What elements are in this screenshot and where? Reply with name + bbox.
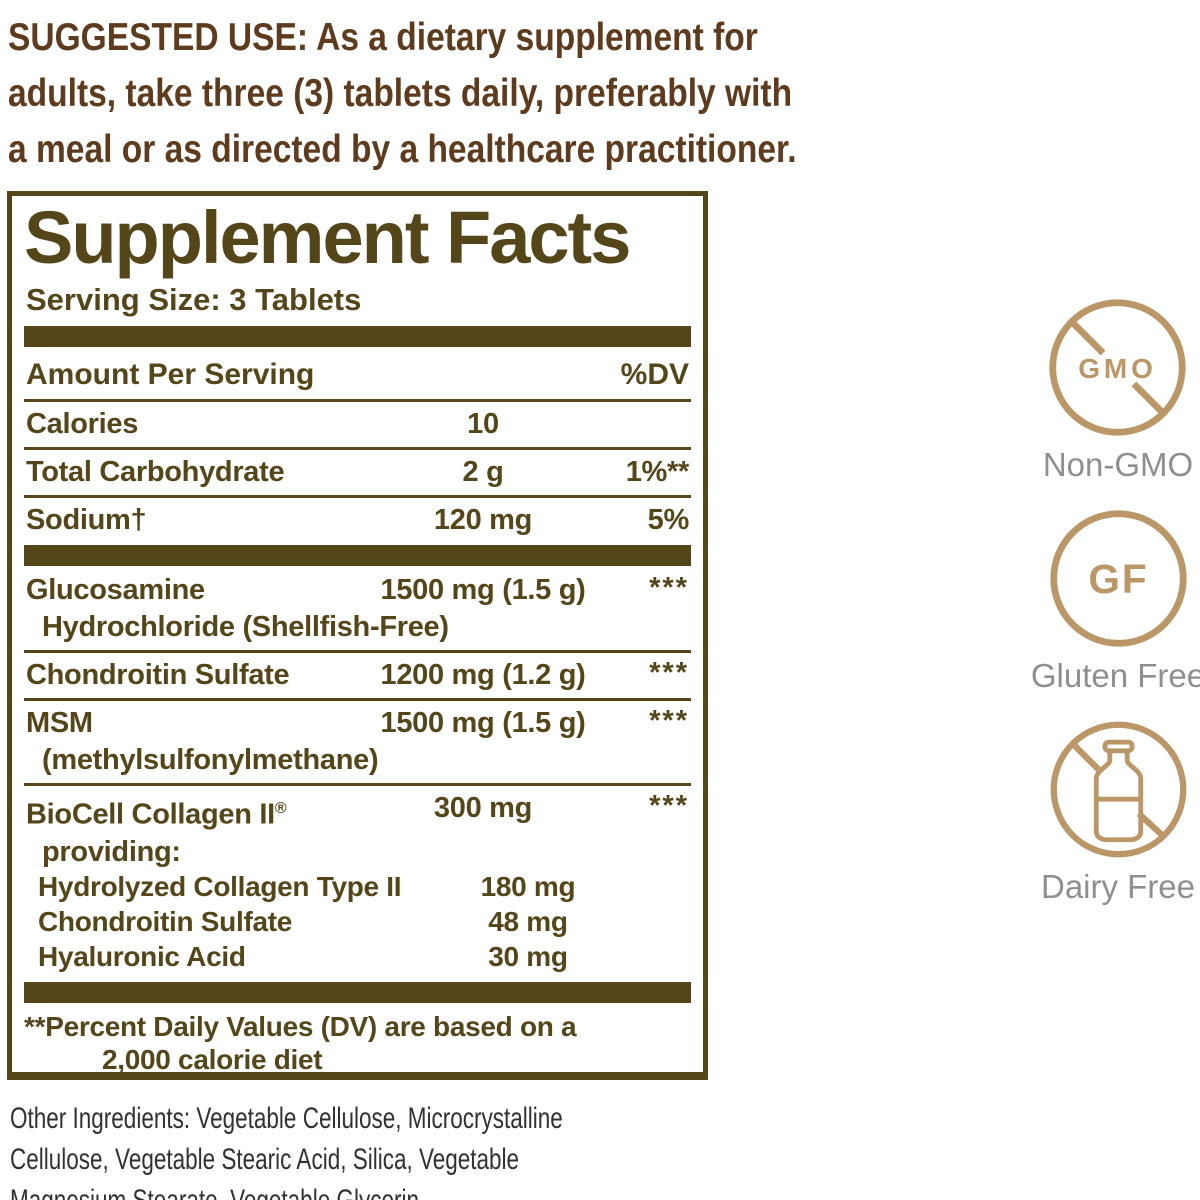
ingredient-dv: *** bbox=[649, 790, 689, 822]
footnotes: **Percent Daily Values (DV) are based on… bbox=[24, 1010, 691, 1080]
separator-line bbox=[24, 698, 691, 701]
table-row-glucosamine: Glucosamine 1500 mg (1.5 g) *** Hydrochl… bbox=[24, 568, 691, 650]
badge-non-gmo: GMO Non-GMO bbox=[1043, 295, 1193, 484]
separator-bar bbox=[24, 545, 691, 566]
gf-circle-text: GF bbox=[1088, 556, 1148, 602]
other-ingredients-line: Magnesium Stearate, Vegetable Glycerin. bbox=[10, 1180, 685, 1200]
footnote-line: ***Daily Value (DV) not established bbox=[24, 1076, 691, 1080]
footnote-line: 2,000 calorie diet bbox=[102, 1043, 323, 1075]
amount-per-serving-header: Amount Per Serving bbox=[26, 358, 315, 391]
sub-ingredient-row: Chondroitin Sulfate 48 mg bbox=[26, 905, 689, 939]
ingredient-dv: *** bbox=[649, 657, 689, 689]
separator-line bbox=[24, 650, 691, 653]
separator-line bbox=[24, 783, 691, 786]
separator-line bbox=[24, 495, 691, 498]
ingredient-amount: 2 g bbox=[462, 456, 504, 488]
percent-dv-header: %DV bbox=[620, 358, 689, 391]
table-row-calories: Calories 10 bbox=[24, 402, 691, 447]
sub-ingredient-name: Hydrolyzed Collagen Type II bbox=[38, 870, 402, 902]
ingredient-name: Chondroitin Sulfate bbox=[26, 659, 290, 691]
suggested-use-line: adults, take three (3) tablets daily, pr… bbox=[8, 72, 793, 115]
ingredient-amount: 120 mg bbox=[433, 504, 533, 536]
non-gmo-icon: GMO bbox=[1049, 299, 1187, 436]
table-row-biocell-collagen: BioCell Collagen II® 300 mg *** providin… bbox=[24, 786, 691, 980]
table-row-total-carbohydrate: Total Carbohydrate 2 g 1%** bbox=[24, 450, 691, 495]
table-row-sodium: Sodium† 120 mg 5% bbox=[24, 498, 691, 543]
sub-ingredient-row: Hyaluronic Acid 30 mg bbox=[26, 940, 689, 974]
footnote-line: **Percent Daily Values (DV) are based on… bbox=[24, 1010, 577, 1042]
other-ingredients-text: Other Ingredients: Vegetable Cellulose, … bbox=[10, 1098, 685, 1200]
ingredient-name-line2: (methylsulfonylmethane) bbox=[42, 744, 379, 776]
ingredient-name: Calories bbox=[26, 408, 139, 440]
separator-bar bbox=[24, 326, 691, 347]
dairy-free-icon bbox=[1050, 721, 1186, 858]
other-ingredients-line: Cellulose, Vegetable Stearic Acid, Silic… bbox=[10, 1143, 520, 1176]
badge-label-non-gmo: Non-GMO bbox=[1042, 446, 1194, 483]
serving-size: Serving Size: 3 Tablets bbox=[26, 282, 362, 317]
ingredient-dv: 1%** bbox=[625, 456, 690, 488]
ingredient-dv: 5% bbox=[647, 504, 690, 536]
gmo-circle-text: GMO bbox=[1079, 353, 1158, 384]
column-header-row: Amount Per Serving %DV bbox=[24, 349, 691, 399]
ingredient-amount: 10 bbox=[467, 408, 499, 440]
ingredient-name-line2: Hydrochloride (Shellfish-Free) bbox=[42, 611, 449, 643]
ingredient-dv: *** bbox=[649, 705, 689, 737]
ingredient-name: Sodium† bbox=[26, 504, 147, 536]
ingredient-name: Total Carbohydrate bbox=[26, 456, 285, 488]
badge-gluten-free: GF Gluten Free bbox=[1031, 506, 1200, 695]
ingredient-name: BioCell Collagen II® bbox=[26, 798, 287, 831]
registered-trademark: ® bbox=[274, 800, 287, 817]
sub-ingredient-amount: 48 mg bbox=[488, 905, 568, 937]
other-ingredients-line: Other Ingredients: Vegetable Cellulose, … bbox=[10, 1102, 563, 1135]
separator-line bbox=[24, 447, 691, 450]
ingredient-dv: *** bbox=[649, 572, 689, 604]
badge-label-gluten-free: Gluten Free bbox=[1030, 657, 1200, 694]
ingredient-name: Glucosamine bbox=[26, 574, 205, 606]
sub-ingredient-amount: 30 mg bbox=[488, 940, 568, 972]
sub-ingredient-name: Hyaluronic Acid bbox=[38, 940, 246, 972]
suggested-use-line: SUGGESTED USE: As a dietary supplement f… bbox=[8, 16, 758, 59]
gluten-free-icon: GF bbox=[1049, 510, 1187, 647]
sub-ingredient-name: Chondroitin Sulfate bbox=[38, 905, 293, 937]
ingredient-amount: 1500 mg (1.5 g) bbox=[380, 574, 586, 606]
separator-line bbox=[24, 399, 691, 402]
ingredient-amount: 1200 mg (1.2 g) bbox=[380, 659, 586, 691]
suggested-use-text: SUGGESTED USE: As a dietary supplement f… bbox=[8, 10, 980, 178]
sub-ingredient-row: Hydrolyzed Collagen Type II 180 mg bbox=[26, 870, 689, 904]
supplement-facts-panel: Supplement Facts Serving Size: 3 Tablets… bbox=[7, 191, 708, 1080]
separator-bar bbox=[24, 981, 691, 1003]
badge-column: GMO Non-GMO GF Gluten Free Dairy Free bbox=[1031, 295, 1200, 906]
ingredient-amount: 1500 mg (1.5 g) bbox=[380, 707, 586, 739]
ingredient-amount: 300 mg bbox=[433, 792, 533, 824]
ingredient-name-line2: providing: bbox=[42, 835, 181, 868]
table-row-msm: MSM 1500 mg (1.5 g) *** (methylsulfonylm… bbox=[24, 701, 691, 783]
badge-label-dairy-free: Dairy Free bbox=[1040, 868, 1196, 905]
suggested-use-line: a meal or as directed by a healthcare pr… bbox=[8, 128, 797, 171]
ingredient-name: MSM bbox=[26, 707, 93, 739]
panel-title: Supplement Facts bbox=[24, 196, 631, 279]
table-row-chondroitin-sulfate: Chondroitin Sulfate 1200 mg (1.2 g) *** bbox=[24, 653, 691, 698]
sub-ingredient-amount: 180 mg bbox=[480, 870, 576, 902]
badge-dairy-free: Dairy Free bbox=[1041, 717, 1195, 906]
